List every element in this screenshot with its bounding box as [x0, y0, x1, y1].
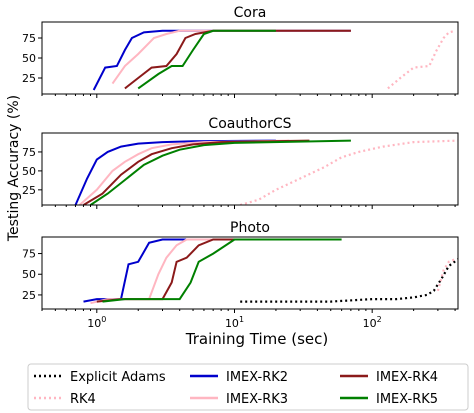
- x-tick-label: 100: [87, 315, 106, 330]
- series-line-explicit-adams: [240, 258, 458, 303]
- y-tick-label: 50: [22, 52, 36, 65]
- y-tick-label: 50: [22, 268, 36, 281]
- axes-frame: [41, 236, 459, 310]
- chart-panel-3: Photo 25 50 75 100 101 102: [22, 220, 459, 330]
- legend-label: IMEX-RK5: [376, 392, 438, 407]
- panel-title: Cora: [234, 5, 267, 21]
- series-line-imex-rk5: [102, 238, 342, 303]
- legend-item-imex-rk5: IMEX-RK5: [340, 392, 438, 407]
- panel-title: Photo: [230, 220, 270, 236]
- legend-label: Explicit Adams: [70, 370, 166, 385]
- series-line-rk4: [436, 258, 456, 292]
- legend-item-imex-rk2: IMEX-RK2: [190, 370, 288, 385]
- series-line-imex-rk3: [78, 139, 290, 205]
- axes-frame: [41, 132, 459, 206]
- x-tick-label: 102: [363, 315, 382, 330]
- chart-panel-2: CoauthorCS 25 50 75: [22, 116, 459, 209]
- series-line-imex-rk4: [82, 139, 310, 205]
- y-tick-label: 75: [22, 248, 36, 261]
- series-line-imex-rk3: [111, 29, 351, 85]
- legend-label: IMEX-RK3: [226, 392, 288, 407]
- chart-panel-1: Cora 25 50 75: [22, 5, 459, 98]
- legend-label: IMEX-RK4: [376, 370, 438, 385]
- series-line-imex-rk2: [83, 238, 276, 303]
- series-line-imex-rk5: [137, 29, 276, 90]
- y-tick-label: 75: [22, 32, 36, 45]
- y-tick-label: 75: [22, 146, 36, 159]
- series-line-imex-rk4: [124, 29, 351, 90]
- legend-item-rk4: RK4: [34, 392, 96, 407]
- y-tick-label: 25: [22, 184, 36, 197]
- legend-item-imex-rk4: IMEX-RK4: [340, 370, 438, 385]
- series-line-imex-rk4: [96, 238, 276, 303]
- axes-frame: [41, 21, 459, 95]
- y-tick-label: 50: [22, 165, 36, 178]
- panel-title: CoauthorCS: [208, 116, 291, 132]
- x-tick-label: 101: [225, 315, 244, 330]
- y-tick-label: 25: [22, 72, 36, 85]
- y-tick-label: 25: [22, 289, 36, 302]
- legend: Explicit Adams RK4 IMEX-RK2 IMEX-RK3 IMEX-RK…: [27, 363, 469, 411]
- series-line-imex-rk5: [89, 139, 351, 205]
- y-axis-label: Testing Accuracy (%): [6, 95, 22, 242]
- legend-label: RK4: [70, 392, 96, 407]
- series-line-imex-rk2: [74, 139, 276, 205]
- legend-label: IMEX-RK2: [226, 370, 288, 385]
- series-line-rk4: [239, 139, 458, 205]
- legend-item-explicit-adams: Explicit Adams: [34, 370, 166, 385]
- legend-item-imex-rk3: IMEX-RK3: [190, 392, 288, 407]
- series-line-rk4: [387, 29, 456, 90]
- x-axis-label: Training Time (sec): [185, 330, 328, 348]
